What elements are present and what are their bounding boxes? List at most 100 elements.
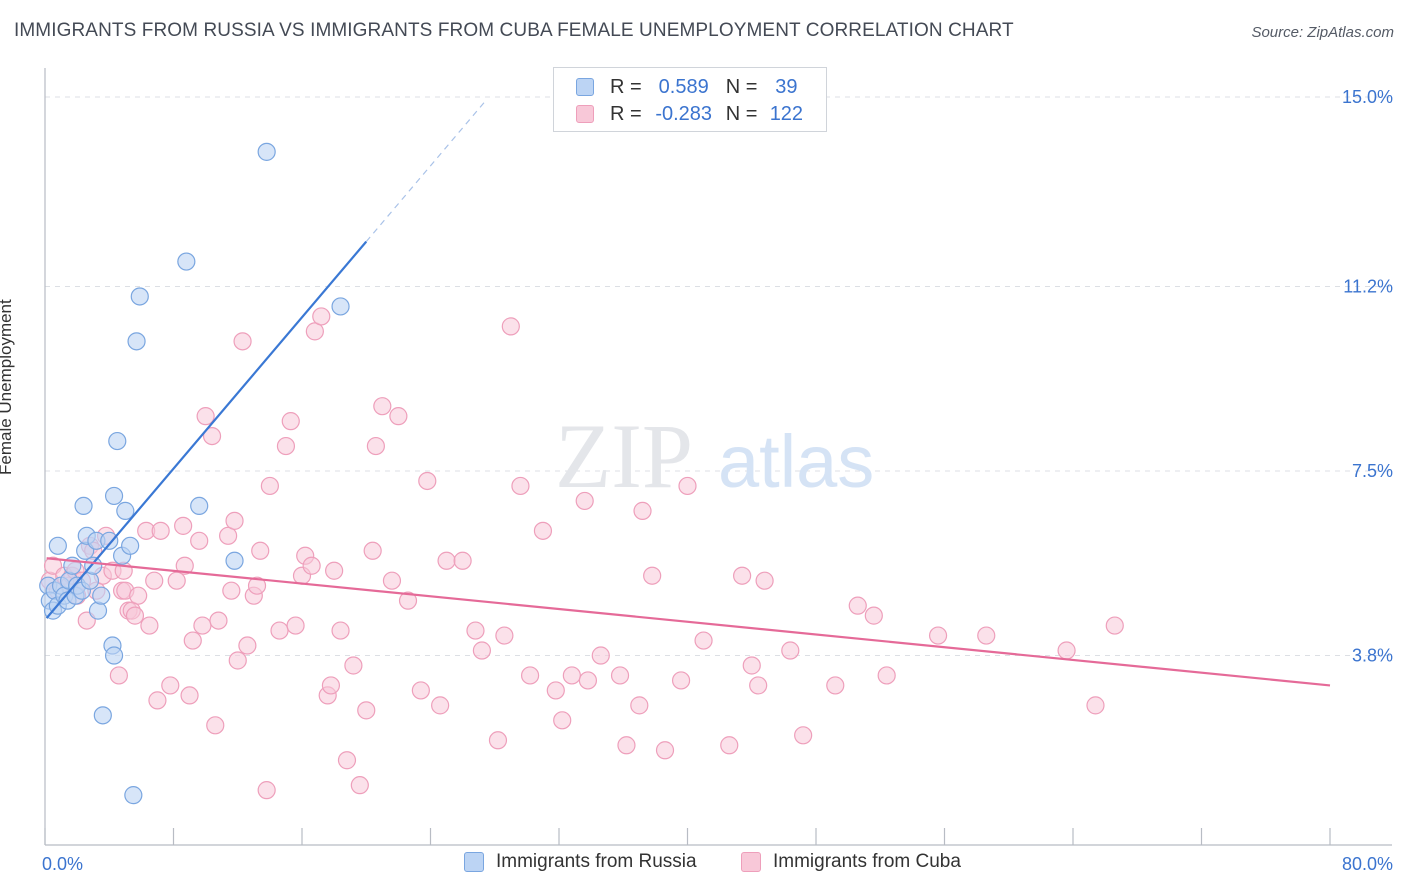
russia-series bbox=[39, 142, 350, 805]
cuba-point-43 bbox=[225, 511, 244, 530]
cuba-point-112 bbox=[864, 606, 883, 625]
cuba-point-85 bbox=[511, 476, 530, 496]
cuba-point-46 bbox=[238, 636, 257, 655]
y-tick-label-2: 11.2% bbox=[1343, 276, 1393, 296]
cuba-point-23 bbox=[129, 586, 148, 605]
cuba-point-72 bbox=[382, 571, 402, 590]
cuba-point-94 bbox=[610, 666, 630, 685]
gridlines bbox=[45, 96, 1392, 657]
cuba-point-16 bbox=[109, 666, 128, 685]
cuba-point-75 bbox=[411, 681, 430, 700]
cuba-point-96 bbox=[630, 696, 649, 715]
cuba-point-65 bbox=[337, 751, 357, 770]
cuba-point-115 bbox=[977, 626, 996, 645]
cuba-point-33 bbox=[180, 686, 199, 705]
cuba-point-99 bbox=[655, 741, 675, 760]
cuba-point-97 bbox=[633, 501, 652, 520]
russia-n-label: N = bbox=[725, 75, 758, 98]
cuba-point-102 bbox=[694, 631, 713, 650]
cuba-point-63 bbox=[325, 561, 344, 580]
cuba-point-89 bbox=[553, 711, 572, 730]
cuba-point-105 bbox=[742, 656, 761, 675]
cuba-point-68 bbox=[357, 701, 376, 720]
cuba-point-64 bbox=[331, 621, 350, 640]
russia-point-27 bbox=[108, 431, 127, 451]
y-tick-label-0: 3.8% bbox=[1352, 646, 1393, 666]
cuba-point-66 bbox=[344, 656, 363, 675]
russia-n-value: 39 bbox=[775, 75, 798, 98]
cuba-point-22 bbox=[125, 606, 145, 625]
cuba-point-78 bbox=[437, 551, 456, 570]
cuba-n-label: N = bbox=[725, 102, 758, 125]
bottom-legend-cuba: Immigrants from Cuba bbox=[741, 851, 961, 873]
cuba-point-73 bbox=[389, 407, 408, 426]
cuba-point-50 bbox=[257, 781, 276, 800]
bottom-russia-label: Immigrants from Russia bbox=[496, 851, 697, 872]
russia-point-38 bbox=[331, 297, 350, 316]
cuba-point-91 bbox=[575, 491, 594, 511]
russia-trend-extension bbox=[365, 99, 488, 243]
russia-point-26 bbox=[104, 486, 124, 506]
cuba-point-90 bbox=[562, 666, 581, 685]
cuba-point-80 bbox=[466, 621, 485, 640]
x-tick-label-max: 80.0% bbox=[1342, 854, 1393, 874]
cuba-point-27 bbox=[148, 691, 167, 710]
y-tick-label-1: 7.5% bbox=[1352, 461, 1393, 481]
cuba-point-88 bbox=[546, 681, 565, 700]
russia-point-5 bbox=[48, 536, 67, 555]
cuba-point-45 bbox=[233, 332, 252, 351]
russia-point-35 bbox=[190, 496, 209, 516]
bottom-russia-swatch bbox=[464, 852, 484, 872]
cuba-point-111 bbox=[848, 596, 867, 615]
cuba-point-101 bbox=[678, 476, 697, 496]
cuba-point-48 bbox=[247, 576, 267, 595]
cuba-r-label: R = bbox=[610, 102, 642, 125]
cuba-swatch bbox=[576, 105, 594, 123]
cuba-point-52 bbox=[270, 621, 289, 640]
cuba-point-106 bbox=[749, 676, 768, 695]
cuba-point-103 bbox=[720, 736, 739, 755]
cuba-point-31 bbox=[174, 516, 193, 535]
cuba-point-54 bbox=[281, 412, 300, 431]
cuba-point-58 bbox=[302, 556, 321, 575]
source-label: Source: ZipAtlas.com bbox=[1251, 24, 1394, 41]
cuba-point-79 bbox=[453, 551, 472, 570]
y-tick-label-3: 15.0% bbox=[1342, 87, 1393, 107]
cuba-point-92 bbox=[578, 671, 598, 690]
cuba-point-116 bbox=[1057, 641, 1076, 660]
cuba-point-86 bbox=[520, 666, 540, 685]
russia-point-14 bbox=[74, 496, 93, 516]
cuba-point-51 bbox=[260, 476, 279, 496]
cuba-point-114 bbox=[928, 626, 948, 645]
cuba-point-100 bbox=[671, 671, 691, 690]
cuba-point-30 bbox=[167, 571, 186, 590]
chart-title: IMMIGRANTS FROM RUSSIA VS IMMIGRANTS FRO… bbox=[14, 20, 1014, 41]
russia-point-21 bbox=[92, 586, 111, 605]
russia-point-22 bbox=[93, 706, 112, 725]
cuba-point-37 bbox=[196, 407, 215, 426]
tick-labels: 3.8% 7.5% 11.2% 15.0% 0.0% 80.0% bbox=[42, 87, 1393, 874]
russia-point-32 bbox=[127, 332, 146, 351]
cuba-point-40 bbox=[209, 611, 228, 630]
watermark-zip: ZIP bbox=[555, 405, 693, 507]
cuba-point-83 bbox=[495, 626, 514, 645]
russia-point-36 bbox=[225, 551, 244, 570]
russia-point-23 bbox=[100, 531, 119, 550]
cuba-point-95 bbox=[617, 736, 636, 755]
cuba-point-109 bbox=[794, 726, 813, 745]
cuba-point-84 bbox=[501, 317, 520, 336]
cuba-point-104 bbox=[733, 566, 752, 585]
cuba-point-108 bbox=[781, 641, 800, 660]
cuba-point-34 bbox=[183, 631, 202, 650]
russia-swatch bbox=[576, 78, 594, 96]
cuba-point-28 bbox=[151, 521, 170, 540]
bottom-cuba-swatch bbox=[741, 852, 761, 872]
trend-lines bbox=[45, 99, 1331, 687]
cuba-point-118 bbox=[1105, 616, 1124, 635]
x-tick-label-min: 0.0% bbox=[42, 854, 83, 874]
correlation-legend: R = 0.589 N = 39 R = -0.283 N = 122 bbox=[553, 67, 827, 132]
cuba-r-value: -0.283 bbox=[655, 102, 713, 125]
cuba-point-55 bbox=[286, 616, 305, 635]
cuba-point-36 bbox=[193, 616, 212, 635]
